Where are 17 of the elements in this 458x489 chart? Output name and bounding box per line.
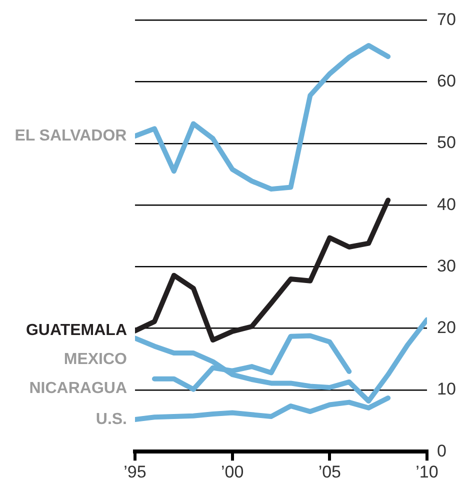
y-tick-label: 50 bbox=[437, 133, 456, 152]
x-tick-label: ’95 bbox=[124, 462, 146, 482]
y-tick-label: 0 bbox=[437, 441, 446, 460]
y-tick-label: 60 bbox=[437, 72, 456, 91]
y-tick-label: 30 bbox=[437, 256, 456, 276]
series-label: MEXICO bbox=[64, 351, 128, 368]
series-label: GUATEMALA bbox=[26, 322, 128, 340]
x-tick-label: ’05 bbox=[318, 462, 342, 482]
y-tick-label: 40 bbox=[437, 194, 456, 214]
series-label: U.S. bbox=[96, 410, 128, 428]
x-tick-label: ’00 bbox=[220, 462, 244, 482]
y-tick-label: 10 bbox=[437, 380, 456, 399]
series-label: NICARAGUA bbox=[29, 380, 128, 398]
y-tick-label: 70 bbox=[437, 10, 456, 29]
y-tick-label: 20 bbox=[437, 318, 456, 338]
x-tick-label: ’10 bbox=[416, 462, 438, 482]
series-label: EL SALVADOR bbox=[14, 127, 128, 144]
